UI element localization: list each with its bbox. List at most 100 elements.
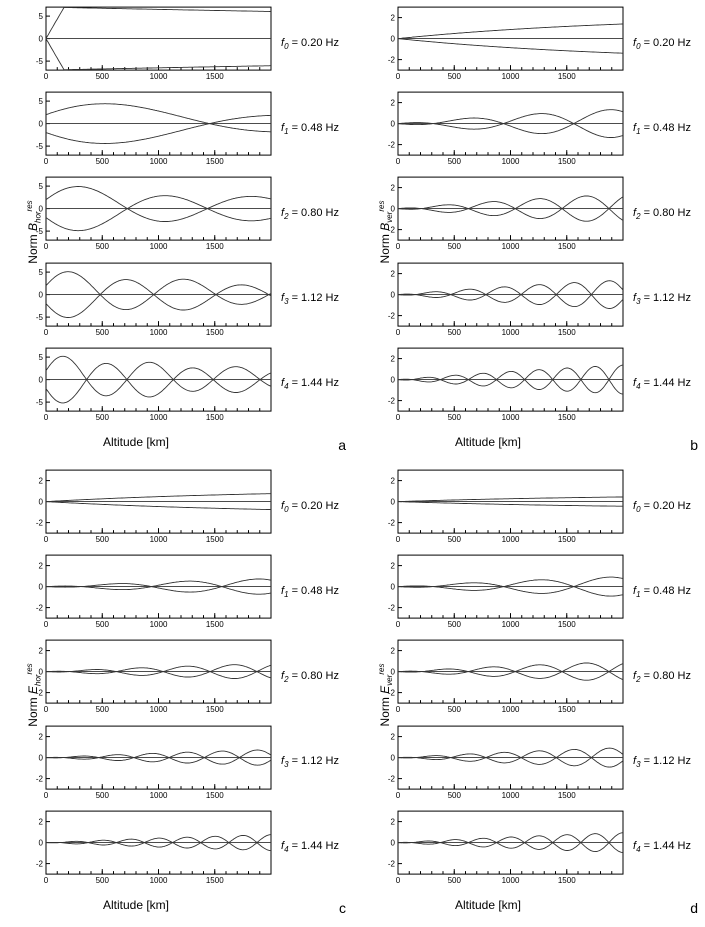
svg-text:1500: 1500 bbox=[206, 72, 224, 81]
panel-container: 050010001500-202f0 = 0.20 Hz050010001500… bbox=[382, 5, 699, 423]
svg-text:1500: 1500 bbox=[558, 535, 576, 544]
svg-text:0: 0 bbox=[391, 498, 396, 507]
frequency-label: f4 = 1.44 Hz bbox=[627, 377, 699, 391]
chart: 050010001500-505 bbox=[30, 175, 275, 252]
svg-text:500: 500 bbox=[96, 72, 110, 81]
panel-row: 050010001500-505f0 = 0.20 Hz bbox=[30, 5, 347, 82]
chart: 050010001500-202 bbox=[382, 346, 627, 423]
quadrant-d: Norm Everres050010001500-202f0 = 0.20 Hz… bbox=[352, 463, 704, 926]
svg-text:5: 5 bbox=[39, 268, 44, 277]
svg-text:0: 0 bbox=[396, 243, 401, 252]
svg-text:0: 0 bbox=[39, 205, 44, 214]
svg-text:0: 0 bbox=[396, 876, 401, 885]
frequency-label: f4 = 1.44 Hz bbox=[275, 840, 347, 854]
frequency-label: f2 = 0.80 Hz bbox=[275, 670, 347, 684]
svg-text:0: 0 bbox=[39, 668, 44, 677]
svg-text:5: 5 bbox=[39, 97, 44, 106]
svg-text:0: 0 bbox=[44, 72, 49, 81]
x-axis-label: Altitude [km] bbox=[352, 898, 624, 912]
panel-container: 050010001500-202f0 = 0.20 Hz050010001500… bbox=[382, 468, 699, 886]
svg-text:500: 500 bbox=[96, 243, 110, 252]
svg-text:1500: 1500 bbox=[206, 328, 224, 337]
svg-text:5: 5 bbox=[39, 12, 44, 21]
svg-text:500: 500 bbox=[448, 413, 462, 422]
svg-text:500: 500 bbox=[96, 328, 110, 337]
quadrant-letter: b bbox=[690, 437, 698, 453]
svg-text:2: 2 bbox=[391, 562, 396, 571]
svg-text:0: 0 bbox=[39, 753, 44, 762]
chart: 050010001500-202 bbox=[382, 724, 627, 801]
svg-text:1000: 1000 bbox=[150, 72, 168, 81]
svg-text:0: 0 bbox=[44, 413, 49, 422]
svg-text:0: 0 bbox=[39, 120, 44, 129]
chart: 050010001500-505 bbox=[30, 90, 275, 167]
panel-row: 050010001500-202f0 = 0.20 Hz bbox=[382, 468, 699, 545]
frequency-label: f1 = 0.48 Hz bbox=[275, 122, 347, 136]
svg-text:1000: 1000 bbox=[502, 706, 520, 715]
svg-text:1000: 1000 bbox=[502, 791, 520, 800]
svg-text:-2: -2 bbox=[388, 56, 396, 65]
svg-text:-2: -2 bbox=[388, 604, 396, 613]
svg-text:0: 0 bbox=[391, 753, 396, 762]
svg-text:1500: 1500 bbox=[206, 706, 224, 715]
svg-text:1500: 1500 bbox=[558, 328, 576, 337]
svg-text:500: 500 bbox=[448, 620, 462, 629]
svg-text:0: 0 bbox=[396, 157, 401, 166]
frequency-label: f1 = 0.48 Hz bbox=[627, 122, 699, 136]
svg-text:500: 500 bbox=[448, 157, 462, 166]
chart: 050010001500-202 bbox=[30, 468, 275, 545]
frequency-label: f0 = 0.20 Hz bbox=[627, 500, 699, 514]
svg-text:1500: 1500 bbox=[558, 72, 576, 81]
svg-text:500: 500 bbox=[96, 791, 110, 800]
frequency-label: f1 = 0.48 Hz bbox=[627, 585, 699, 599]
svg-text:-2: -2 bbox=[388, 226, 396, 235]
svg-text:0: 0 bbox=[44, 243, 49, 252]
svg-text:1500: 1500 bbox=[558, 620, 576, 629]
svg-text:1000: 1000 bbox=[150, 413, 168, 422]
svg-text:1000: 1000 bbox=[502, 72, 520, 81]
svg-text:500: 500 bbox=[96, 535, 110, 544]
svg-text:1000: 1000 bbox=[502, 620, 520, 629]
svg-text:0: 0 bbox=[396, 535, 401, 544]
svg-text:-5: -5 bbox=[36, 398, 44, 407]
chart: 050010001500-202 bbox=[382, 809, 627, 886]
panel-row: 050010001500-202f4 = 1.44 Hz bbox=[30, 809, 347, 886]
svg-text:1000: 1000 bbox=[502, 243, 520, 252]
svg-text:0: 0 bbox=[44, 876, 49, 885]
quadrant-letter: d bbox=[690, 900, 698, 916]
svg-text:500: 500 bbox=[448, 791, 462, 800]
x-axis-label: Altitude [km] bbox=[352, 435, 624, 449]
svg-text:-2: -2 bbox=[36, 859, 44, 868]
svg-text:1000: 1000 bbox=[150, 157, 168, 166]
svg-text:0: 0 bbox=[39, 290, 44, 299]
panel-row: 050010001500-202f2 = 0.80 Hz bbox=[382, 638, 699, 715]
svg-text:1000: 1000 bbox=[502, 876, 520, 885]
svg-text:2: 2 bbox=[391, 14, 396, 23]
svg-text:500: 500 bbox=[96, 706, 110, 715]
quadrant-a: Norm Bhorres050010001500-505f0 = 0.20 Hz… bbox=[0, 0, 352, 463]
svg-text:-2: -2 bbox=[36, 689, 44, 698]
svg-text:1500: 1500 bbox=[206, 791, 224, 800]
svg-text:0: 0 bbox=[39, 375, 44, 384]
chart: 050010001500-202 bbox=[382, 90, 627, 167]
svg-text:1000: 1000 bbox=[502, 413, 520, 422]
svg-text:0: 0 bbox=[39, 35, 44, 44]
svg-text:1500: 1500 bbox=[558, 791, 576, 800]
chart: 050010001500-202 bbox=[382, 175, 627, 252]
svg-text:2: 2 bbox=[391, 184, 396, 193]
panel-row: 050010001500-202f1 = 0.48 Hz bbox=[30, 553, 347, 630]
svg-text:500: 500 bbox=[448, 706, 462, 715]
svg-text:0: 0 bbox=[44, 791, 49, 800]
quadrant-b: Norm Bverres050010001500-202f0 = 0.20 Hz… bbox=[352, 0, 704, 463]
svg-text:-2: -2 bbox=[388, 774, 396, 783]
svg-text:-2: -2 bbox=[36, 774, 44, 783]
frequency-label: f3 = 1.12 Hz bbox=[275, 755, 347, 769]
panel-container: 050010001500-505f0 = 0.20 Hz050010001500… bbox=[30, 5, 347, 423]
svg-text:-2: -2 bbox=[36, 604, 44, 613]
quadrant-c: Norm Ehorres050010001500-202f0 = 0.20 Hz… bbox=[0, 463, 352, 926]
svg-text:1000: 1000 bbox=[502, 328, 520, 337]
panel-row: 050010001500-202f2 = 0.80 Hz bbox=[30, 638, 347, 715]
svg-text:0: 0 bbox=[396, 620, 401, 629]
svg-text:500: 500 bbox=[448, 243, 462, 252]
svg-text:0: 0 bbox=[391, 120, 396, 129]
